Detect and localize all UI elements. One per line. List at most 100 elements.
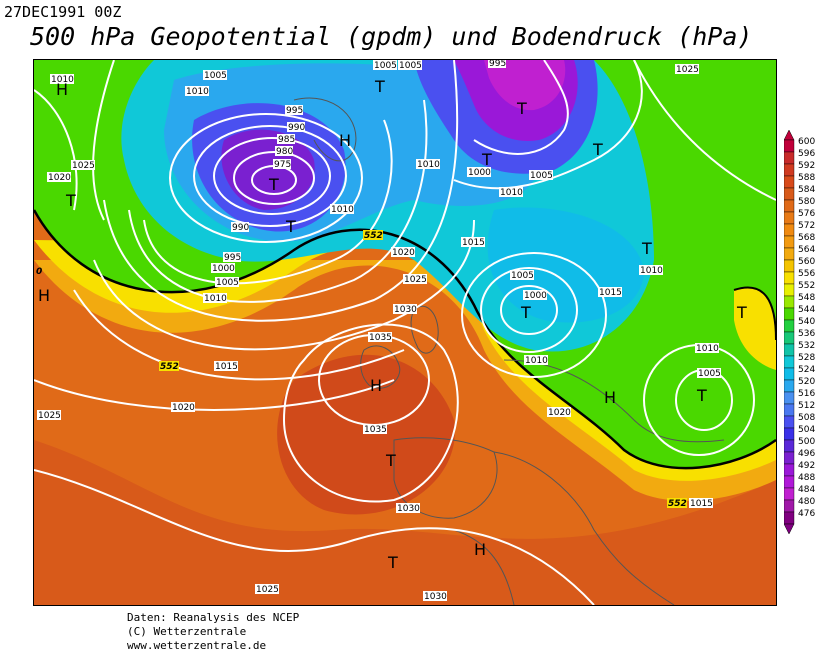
low-marker: T: [736, 303, 747, 322]
footer-data-source: Daten: Reanalysis des NCEP: [127, 611, 300, 624]
isobar-label: 1015: [599, 288, 622, 298]
isobar-label: 1005: [374, 61, 397, 71]
isobar-1030: [282, 323, 459, 503]
isobar-label: 1010: [204, 294, 227, 304]
legend-swatch: [783, 463, 795, 477]
isobar-label: 995: [489, 60, 506, 69]
isobar-label: 995: [286, 106, 303, 116]
legend-level-label: 508: [798, 413, 815, 423]
legend-arrow-top: [783, 129, 795, 141]
legend-level-label: 532: [798, 341, 815, 351]
isobar-label: 1005: [216, 278, 239, 288]
legend-level-label: 576: [798, 209, 815, 219]
isobar-label: 1010: [525, 356, 548, 366]
legend-level-label: 560: [798, 257, 815, 267]
legend-swatch: [783, 403, 795, 417]
isobar-1025: [34, 379, 395, 411]
legend-level-label: 540: [798, 317, 815, 327]
contour-552-east: [733, 286, 776, 341]
low-marker: T: [592, 140, 603, 159]
low-marker: T: [520, 303, 531, 322]
legend-level-label: 592: [798, 161, 815, 171]
legend-level-label: 556: [798, 269, 815, 279]
legend-swatch: [783, 151, 795, 165]
legend-level-label: 552: [798, 281, 815, 291]
map-canvas: 1010 1005 1010 1005 1005 995 995 990 985…: [34, 60, 776, 605]
isobar-label: 1020: [48, 173, 71, 183]
legend-swatch: [783, 487, 795, 501]
legend-level-label: 520: [798, 377, 815, 387]
isobar-label: 975: [274, 160, 291, 170]
legend-level-label: 596: [798, 149, 815, 159]
isobar-label: 1010: [331, 205, 354, 215]
pressure-centers: H T T H T T T T T T H T T H T H H T T: [38, 77, 747, 572]
legend-swatch: [783, 211, 795, 225]
isobar-label: 995: [224, 253, 241, 263]
contour-label: 552: [160, 362, 179, 372]
isobar-1005-north: [453, 60, 643, 190]
footer-copyright: (C) Wetterzentrale: [127, 625, 247, 638]
legend-canvas: 600 596 592 588 584 580 576 572 568 564 560 556 552 5…: [783, 129, 815, 535]
date-label: 27DEC1991 00Z: [4, 3, 122, 21]
field-584: [34, 440, 776, 605]
legend-swatch: [783, 355, 795, 369]
legend-level-label: 500: [798, 437, 815, 447]
contour-label: 552: [364, 231, 383, 241]
isobar-label: 1025: [256, 585, 279, 595]
isobar-label: 1005: [511, 271, 534, 281]
isobar-label: 1035: [364, 425, 387, 435]
legend-swatch: [783, 427, 795, 441]
isobar-label: 1005: [698, 369, 721, 379]
legend-level-label: 512: [798, 401, 815, 411]
high-marker: H: [474, 540, 486, 559]
isobar-label: 1015: [462, 238, 485, 248]
isobar-1010: [103, 60, 459, 322]
isobar-label: 1025: [676, 65, 699, 75]
legend-level-label: 544: [798, 305, 815, 315]
legend-arrow-bottom: [783, 523, 795, 535]
isobar-label: 1010: [186, 87, 209, 97]
legend-swatch: [783, 259, 795, 273]
isobar-985: [213, 137, 331, 215]
color-legend: 600 596 592 588 584 580 576 572 568 564 560 556 552 5…: [783, 129, 822, 535]
legend-swatch: [783, 379, 795, 393]
isobar-1015-west: [92, 60, 115, 221]
legend-level-label: 584: [798, 185, 815, 195]
legend-swatch: [783, 247, 795, 261]
isobar-label: 1010: [417, 160, 440, 170]
legend-level-label: 572: [798, 221, 815, 231]
isobar-label: 1005: [204, 71, 227, 81]
legend-swatch: [783, 175, 795, 189]
legend-level-label: 476: [798, 509, 815, 519]
isobar-995: [169, 113, 363, 243]
isobar-1020: [73, 289, 405, 381]
high-marker: H: [604, 388, 616, 407]
low-marker: T: [65, 191, 76, 210]
isobar-label: 1010: [51, 75, 74, 85]
coastlines: [293, 97, 725, 605]
edge-label: 0: [36, 267, 42, 277]
legend-swatch: [783, 319, 795, 333]
legend-level-label: 516: [798, 389, 815, 399]
low-marker: T: [285, 217, 296, 236]
isobar-label: 1030: [424, 592, 447, 602]
isobar-label: 1000: [212, 264, 235, 274]
isobar-1010-se: [461, 252, 607, 378]
isobar-label: 1000: [468, 168, 491, 178]
isobar-label: 1010: [640, 266, 663, 276]
high-marker: H: [56, 80, 68, 99]
isobar-label: 1020: [172, 403, 195, 413]
contour-label: 552: [668, 499, 687, 509]
weather-map: 1010 1005 1010 1005 1005 995 995 990 985…: [33, 59, 777, 606]
legend-swatch: [783, 271, 795, 285]
isobar-label: 1020: [392, 248, 415, 258]
legend-swatch: [783, 511, 795, 525]
isobar-label: 1005: [399, 61, 422, 71]
legend-level-label: 600: [798, 137, 815, 147]
isobar-label: 1030: [394, 305, 417, 315]
legend-level-label: 524: [798, 365, 815, 375]
legend-level-label: 536: [798, 329, 815, 339]
isobar-1020-west: [34, 89, 78, 211]
legend-swatch: [783, 187, 795, 201]
isobar-1025-south: [34, 469, 595, 605]
